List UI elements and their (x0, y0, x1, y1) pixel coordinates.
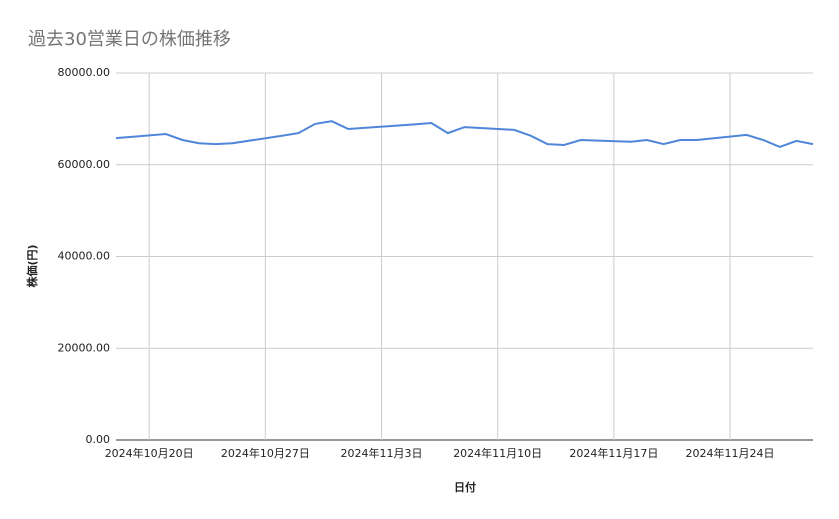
x-tick-label: 2024年11月17日 (569, 446, 658, 460)
y-axis-title: 株価(円) (25, 244, 39, 287)
x-tick-label: 2024年11月3日 (341, 446, 423, 460)
x-tick-label: 2024年10月20日 (105, 446, 194, 460)
y-tick-label: 20000.00 (58, 341, 111, 354)
data-line (115, 120, 814, 148)
x-tick-label: 2024年11月10日 (453, 446, 542, 460)
y-tick-label: 80000.00 (58, 66, 111, 79)
x-tick-label: 2024年10月27日 (221, 446, 310, 460)
y-tick-label: 60000.00 (58, 158, 111, 171)
y-tick-label: 40000.00 (58, 250, 111, 263)
x-axis-title: 日付 (454, 480, 476, 494)
x-tick-label: 2024年11月24日 (686, 446, 775, 460)
y-tick-label: 0.00 (86, 433, 111, 446)
chart-title: 過去30営業日の株価推移 (28, 29, 231, 50)
